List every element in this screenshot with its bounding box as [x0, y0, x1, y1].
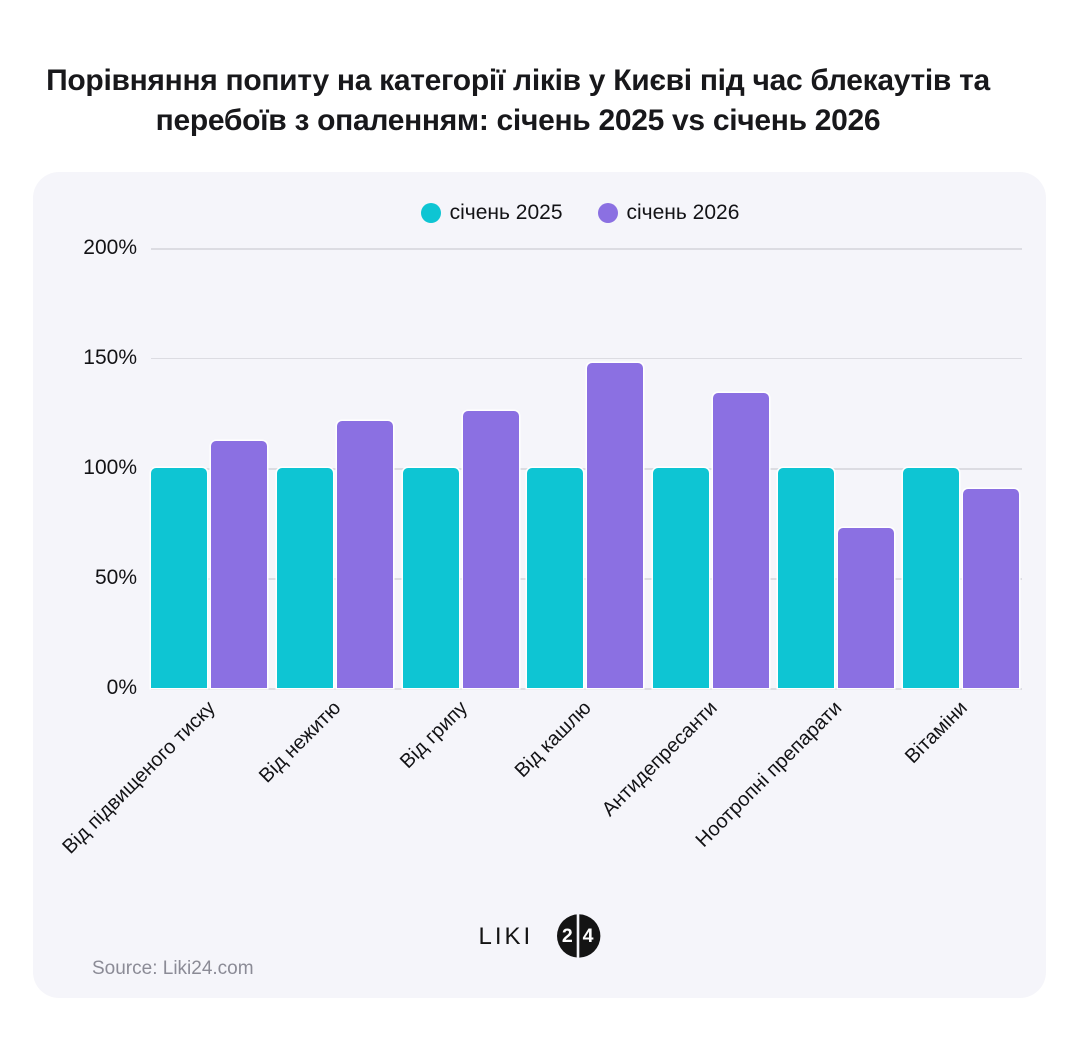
svg-text:2: 2 [562, 925, 573, 947]
svg-text:LIKI: LIKI [479, 923, 534, 950]
svg-text:4: 4 [583, 925, 594, 947]
